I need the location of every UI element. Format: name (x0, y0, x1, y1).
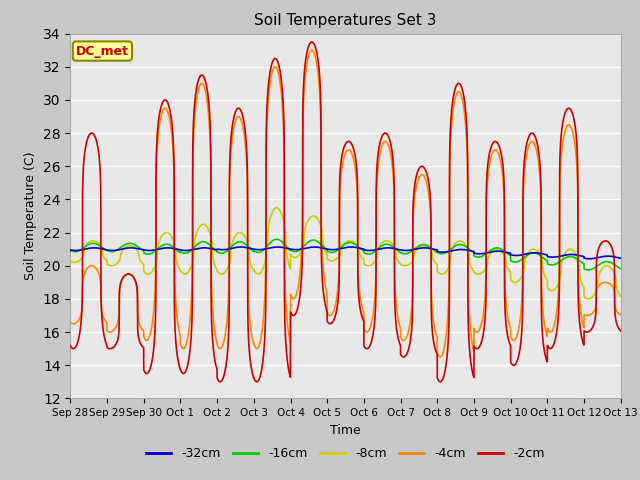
-2cm (216, 379, 224, 384)
-8cm (67, 258, 74, 264)
-32cm (492, 248, 499, 254)
-4cm (617, 312, 625, 318)
Line: -8cm: -8cm (70, 208, 621, 299)
-8cm (273, 205, 280, 211)
-4cm (101, 318, 109, 324)
X-axis label: Time: Time (330, 424, 361, 437)
-16cm (101, 247, 109, 252)
-16cm (132, 242, 140, 248)
-2cm (238, 109, 246, 115)
Title: Soil Temperatures Set 3: Soil Temperatures Set 3 (254, 13, 437, 28)
-2cm (617, 328, 625, 334)
-2cm (492, 139, 500, 144)
Y-axis label: Soil Temperature (C): Soil Temperature (C) (24, 152, 37, 280)
-32cm (132, 246, 140, 252)
-2cm (308, 39, 316, 45)
-2cm (132, 283, 140, 288)
-32cm (238, 244, 246, 250)
-32cm (586, 256, 593, 262)
-32cm (67, 247, 74, 253)
-2cm (67, 343, 74, 349)
-32cm (101, 247, 109, 252)
Line: -32cm: -32cm (70, 247, 621, 259)
Text: DC_met: DC_met (76, 45, 129, 58)
-2cm (447, 116, 455, 122)
-4cm (67, 320, 74, 325)
-16cm (617, 266, 625, 272)
-4cm (132, 283, 140, 288)
-32cm (617, 255, 625, 261)
-16cm (492, 245, 499, 251)
Line: -2cm: -2cm (70, 42, 621, 382)
-8cm (447, 257, 454, 263)
-16cm (132, 243, 140, 249)
-4cm (132, 280, 140, 286)
-16cm (585, 267, 593, 273)
Legend: -32cm, -16cm, -8cm, -4cm, -2cm: -32cm, -16cm, -8cm, -4cm, -2cm (141, 442, 550, 465)
-2cm (132, 279, 140, 285)
-4cm (308, 48, 316, 53)
-8cm (492, 246, 499, 252)
-4cm (447, 132, 455, 137)
-8cm (617, 294, 625, 300)
Line: -16cm: -16cm (70, 239, 621, 270)
-16cm (273, 236, 280, 242)
-16cm (67, 248, 74, 253)
-8cm (237, 230, 245, 236)
-4cm (436, 354, 444, 360)
-16cm (447, 246, 454, 252)
-4cm (492, 147, 500, 153)
-8cm (101, 256, 109, 262)
Line: -4cm: -4cm (70, 50, 621, 357)
-32cm (132, 245, 140, 251)
-2cm (101, 337, 109, 343)
-8cm (585, 296, 593, 302)
-8cm (132, 246, 140, 252)
-32cm (447, 248, 454, 254)
-16cm (237, 239, 245, 245)
-32cm (237, 244, 245, 250)
-8cm (132, 247, 140, 252)
-4cm (237, 118, 245, 124)
